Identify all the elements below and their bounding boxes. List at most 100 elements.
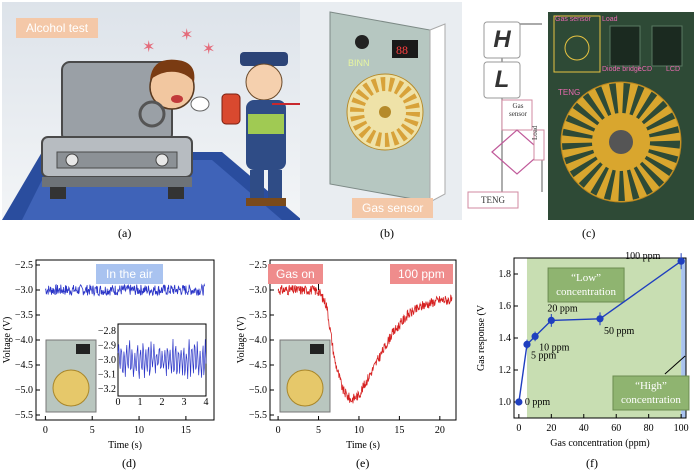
y-axis-label: Voltage (V) (2, 317, 13, 364)
x-tick-label: 20 (546, 423, 556, 434)
inset-x-tick: 0 (116, 397, 121, 408)
x-tick-label: 20 (435, 425, 445, 436)
inset-y-tick: −2.9 (98, 341, 116, 352)
y-tick-label: −4.0 (249, 335, 267, 346)
x-tick-label: 15 (181, 425, 191, 436)
low-label-line1: “Low” (571, 272, 601, 284)
y-tick-label: −5.5 (15, 410, 33, 421)
data-label: 20 ppm (547, 303, 578, 314)
high-label-line2: concentration (621, 394, 681, 406)
x-tick-label: 0 (43, 425, 48, 436)
pcb-diode-bridge-label: Diode bridge (602, 66, 642, 73)
inset-y-tick: −3.0 (98, 355, 116, 366)
pcb-lcd-label-2: LCD (666, 66, 681, 73)
caption-c: (c) (582, 226, 596, 240)
pcb-gas-sensor-label: Gas sensor (555, 16, 591, 23)
high-concentration-region (681, 258, 686, 418)
x-axis-label: Time (s) (346, 440, 380, 450)
x-tick-label: 5 (90, 425, 95, 436)
data-label: 50 ppm (604, 326, 635, 337)
data-label: 100 ppm (625, 251, 661, 262)
gas-on-tag: Gas on (268, 264, 323, 284)
inset-y-tick: −3.1 (98, 369, 116, 380)
y-tick-label: −4.0 (15, 335, 33, 346)
concentration-tag: 100 ppm (390, 264, 453, 284)
svg-text:✶: ✶ (180, 27, 193, 44)
gas-sensor-device: 88 (300, 2, 465, 220)
high-label-box (612, 375, 690, 411)
response-line (518, 260, 682, 403)
panel-a: ✶ ✶ ✶ Alcohol test (2, 2, 302, 220)
chart-f: 1.8 1.6 1.4 1.2 1.0 0 20 40 60 80 100 Gas concentra… (476, 251, 690, 449)
data-label: 0 ppm (525, 397, 551, 408)
x-tick-label: 0 (276, 425, 281, 436)
chart-e: −2.5 −3.0 −3.5 −4.0 −4.5 −5.0 −5.5 0 5 10 15 20 Time… (236, 259, 457, 450)
y-axis-label: Voltage (V) (236, 317, 247, 364)
data-point (523, 340, 531, 348)
y-tick-label: −4.5 (249, 360, 267, 371)
y-tick-label: −3.0 (249, 285, 267, 296)
device-photo-display (76, 344, 90, 354)
y-tick-label: 1.0 (499, 397, 512, 408)
load-schematic-label: Load (531, 125, 539, 140)
data-point (547, 316, 555, 324)
x-tick-label: 15 (394, 425, 404, 436)
inset-trace (117, 338, 207, 380)
level-l-box: L (494, 66, 510, 93)
high-arrow (664, 355, 686, 375)
voltage-trace-gas (277, 284, 453, 404)
caption-d: (d) (122, 456, 136, 470)
y-tick-label: −5.5 (249, 410, 267, 421)
y-tick-label: 1.8 (499, 269, 512, 280)
y-tick-label: −4.5 (15, 360, 33, 371)
device-photo-disk (52, 369, 90, 407)
x-axis-label: Gas concentration (ppm) (550, 438, 649, 449)
in-the-air-tag: In the air (96, 264, 163, 284)
inset-x-tick: 4 (204, 397, 209, 408)
pcb-lcd-label-1: LCD (638, 66, 653, 73)
alcohol-test-illustration: ✶ ✶ ✶ (2, 2, 302, 220)
pcb-teng-label: TENG (558, 88, 581, 97)
data-point (531, 332, 539, 340)
y-tick-label: 1.6 (499, 301, 512, 312)
inset-x-tick: 1 (138, 397, 143, 408)
x-tick-label: 60 (611, 423, 621, 434)
svg-text:✶: ✶ (142, 39, 155, 56)
caption-f: (f) (586, 456, 598, 470)
y-tick-label: −3.5 (15, 310, 33, 321)
y-tick-label: 1.2 (499, 365, 512, 376)
teng-schematic-label: TENG (481, 195, 505, 205)
inset-x-tick: 2 (160, 397, 165, 408)
y-tick-label: −3.5 (249, 310, 267, 321)
x-axis-label: Time (s) (108, 440, 142, 450)
x-tick-label: 80 (644, 423, 654, 434)
panel-b: 88 BINN Gas sensor (300, 2, 465, 220)
x-tick-label: 10 (134, 425, 144, 436)
y-tick-label: 1.4 (499, 333, 512, 344)
x-tick-label: 100 (674, 423, 689, 434)
inset-y-tick: −2.8 (98, 326, 116, 337)
alcohol-test-tag: Alcohol test (16, 18, 99, 38)
y-tick-label: −5.0 (249, 385, 267, 396)
y-tick-label: −2.5 (249, 260, 267, 271)
low-label-line2: concentration (556, 286, 616, 298)
gas-sensor-schematic-label: Gas sensor (509, 102, 527, 118)
y-axis-label: Gas response (V (476, 304, 487, 371)
low-label-box (547, 267, 625, 303)
panel-c: H L Gas sensor Load TENG Gas sensor Load… (462, 2, 698, 220)
data-point (596, 315, 604, 323)
x-tick-label: 0 (516, 423, 521, 434)
level-h-box: H (493, 26, 511, 53)
x-tick-label: 40 (579, 423, 589, 434)
device-photo-display (310, 344, 324, 354)
inset-x-tick: 3 (182, 397, 187, 408)
caption-b: (b) (380, 226, 394, 240)
data-point (515, 398, 523, 406)
device-binn-text: BINN (348, 58, 370, 68)
y-tick-label: −5.0 (15, 385, 33, 396)
voltage-trace-air (45, 283, 205, 297)
high-label-line1: “High” (635, 380, 667, 392)
svg-text:88: 88 (396, 43, 408, 57)
x-tick-label: 10 (354, 425, 364, 436)
